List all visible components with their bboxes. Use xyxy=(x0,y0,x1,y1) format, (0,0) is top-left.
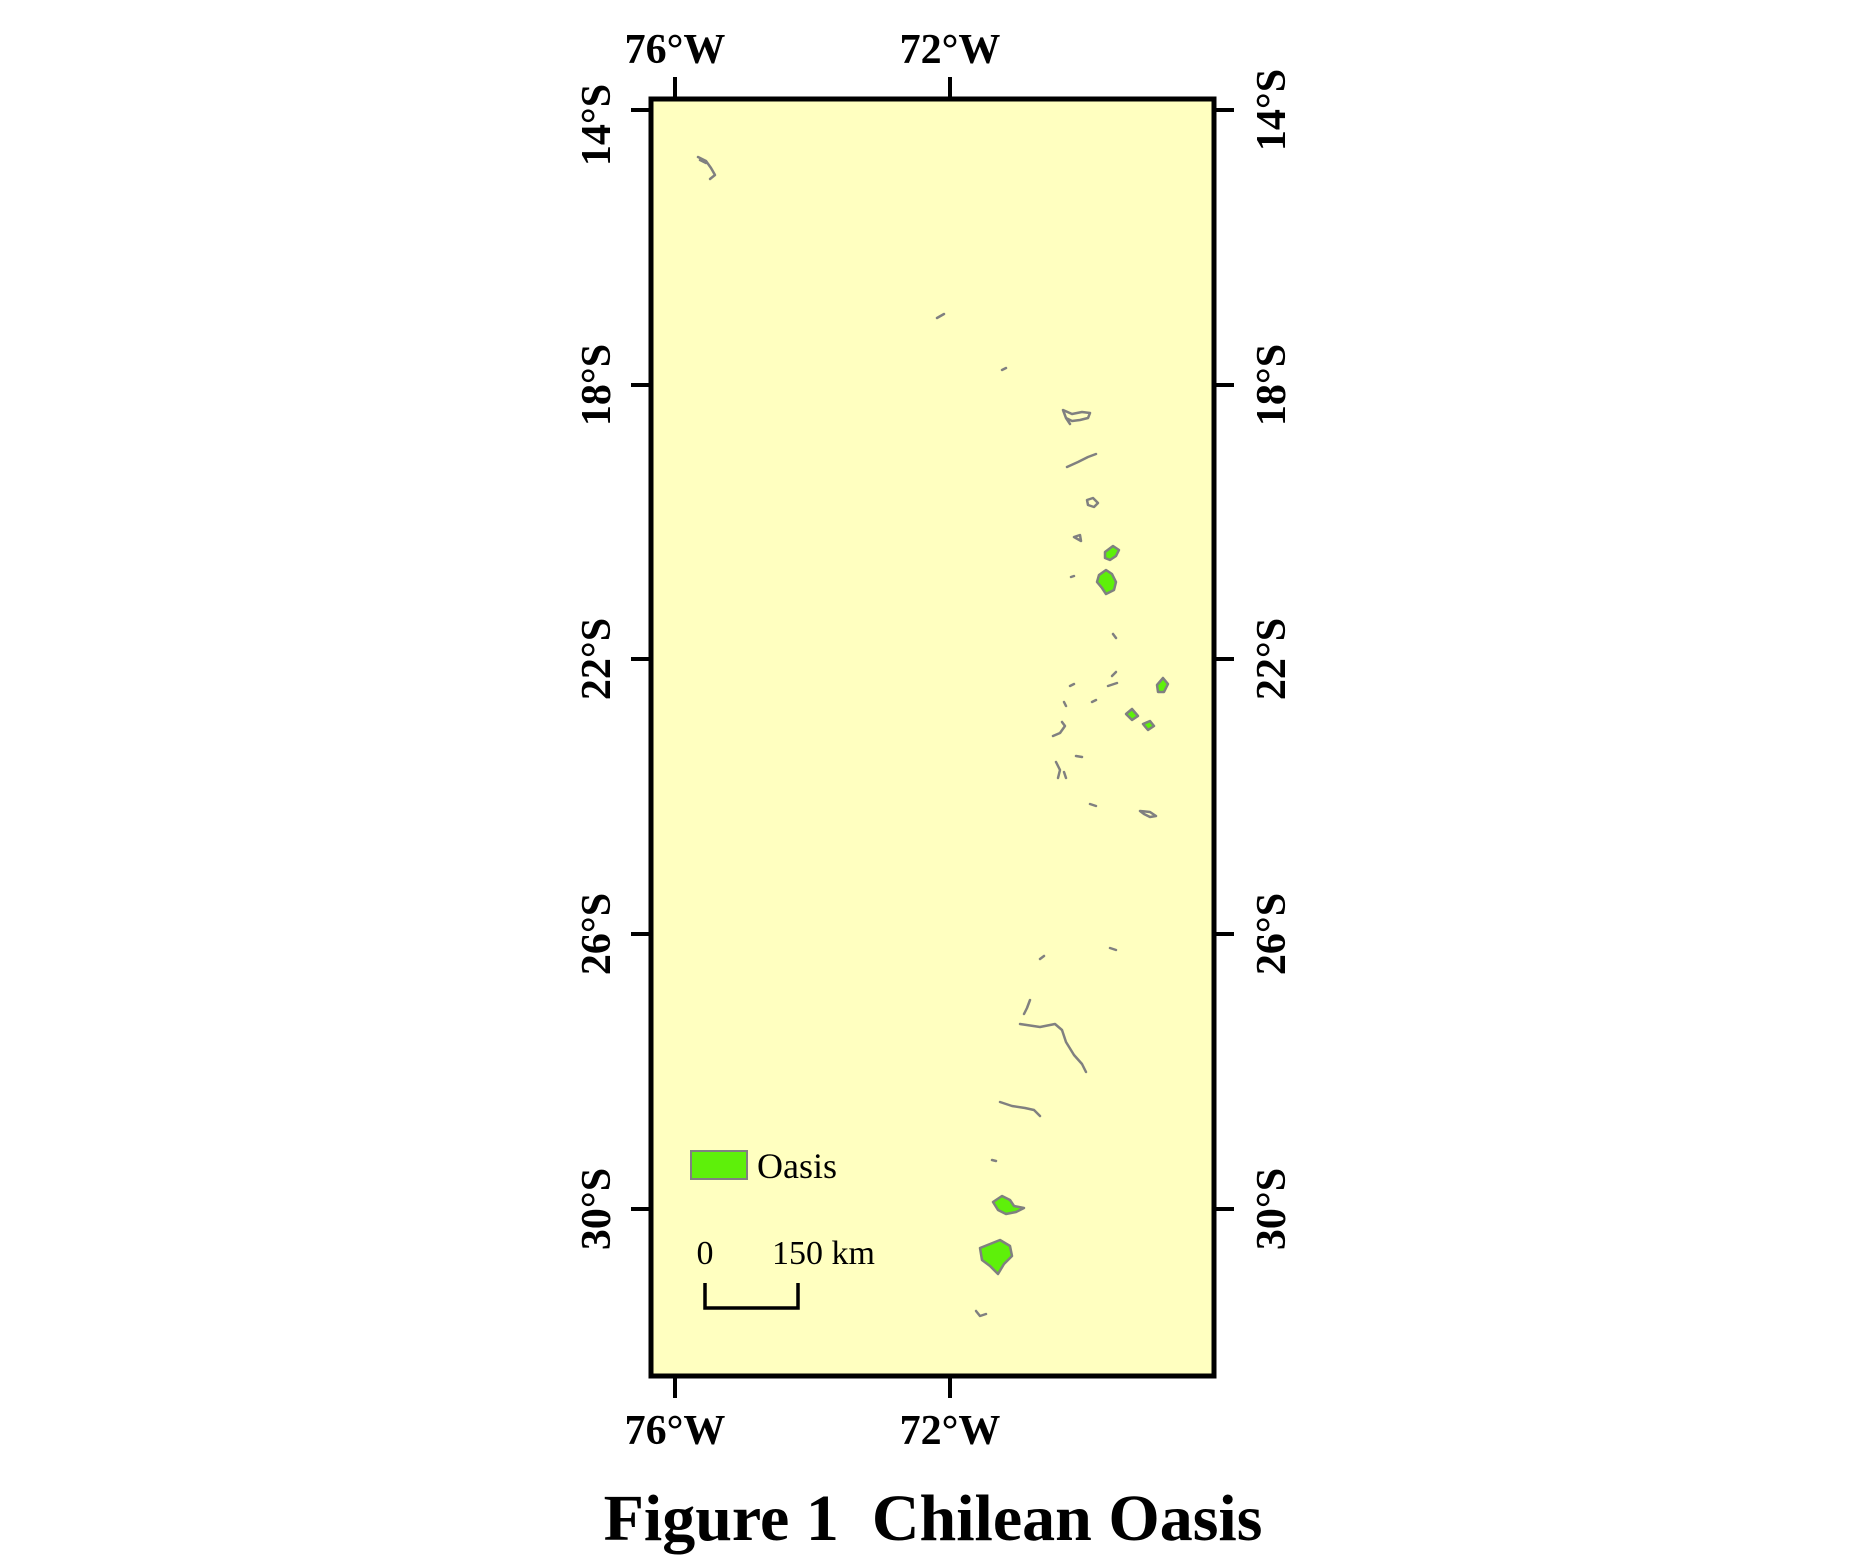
feature-22s-d xyxy=(1051,720,1067,738)
figure-caption: Figure 1 Chilean Oasis xyxy=(604,1482,1263,1555)
lon-label-top-76w: 76°W xyxy=(625,27,726,73)
longitude-ticks xyxy=(673,77,952,1398)
feature-22s-b xyxy=(1090,698,1098,704)
lat-label-left-18s: 18°S xyxy=(574,344,620,426)
oasis-patch-6 xyxy=(991,1194,1026,1216)
feature-26s-a xyxy=(1038,954,1046,961)
feature-28s xyxy=(998,1100,1042,1118)
scale-bar-start-label: 0 xyxy=(697,1235,714,1272)
feature-small-b xyxy=(1000,366,1008,372)
feature-26s-river xyxy=(1018,998,1088,1074)
oasis-patch-1 xyxy=(1103,544,1121,562)
legend: Oasis xyxy=(690,1146,837,1186)
scale-bar-end-label: 150 km xyxy=(772,1235,875,1272)
lat-label-right-30s: 30°S xyxy=(1249,1168,1295,1250)
oasis-patch-2 xyxy=(1095,568,1118,596)
feature-18s-north xyxy=(1061,408,1092,426)
feature-small-g xyxy=(990,1158,998,1163)
feature-26s-b xyxy=(1108,946,1118,952)
map-frame xyxy=(648,96,1217,1379)
lon-label-top-72w: 72°W xyxy=(900,27,1001,73)
lon-label-bottom-76w: 76°W xyxy=(625,1408,726,1454)
oasis-features xyxy=(696,155,1158,1318)
feature-22s-h xyxy=(1138,809,1158,819)
feature-small-a xyxy=(935,312,946,320)
scale-bar-line xyxy=(703,1283,800,1310)
feature-22s-a xyxy=(1106,670,1119,688)
oasis-patch-3 xyxy=(1155,676,1170,694)
feature-22s-f xyxy=(1074,754,1084,759)
lat-label-right-14s: 14°S xyxy=(1249,69,1295,151)
lat-label-left-30s: 30°S xyxy=(574,1168,620,1250)
feature-small-d xyxy=(1072,533,1083,543)
feature-small-c xyxy=(1085,496,1100,509)
lat-label-right-18s: 18°S xyxy=(1249,344,1295,426)
latitude-ticks xyxy=(631,108,1234,1211)
feature-small-h xyxy=(974,1309,988,1318)
oasis-patch-4 xyxy=(1124,707,1140,722)
feature-small-e xyxy=(1069,574,1076,579)
scale-bar: 0 150 km xyxy=(697,1235,875,1310)
lat-label-left-22s: 22°S xyxy=(574,618,620,700)
legend-label: Oasis xyxy=(757,1146,837,1186)
feature-22s-g xyxy=(1088,802,1098,808)
oasis-patch-5 xyxy=(1141,719,1156,732)
lat-label-right-22s: 22°S xyxy=(1249,618,1295,700)
legend-swatch xyxy=(690,1150,748,1180)
oasis-patch-7 xyxy=(978,1238,1014,1276)
feature-22s-e xyxy=(1054,760,1068,780)
feature-north-coast xyxy=(696,155,717,181)
lon-label-bottom-72w: 72°W xyxy=(900,1408,1001,1454)
feature-18s-curve xyxy=(1065,452,1098,469)
map-background xyxy=(651,99,1214,1376)
feature-small-f xyxy=(1111,632,1118,640)
lat-label-right-26s: 26°S xyxy=(1249,893,1295,975)
feature-22s-c xyxy=(1062,682,1076,708)
oasis-patches xyxy=(978,544,1170,1276)
lat-label-left-26s: 26°S xyxy=(574,893,620,975)
lat-label-left-14s: 14°S xyxy=(574,84,620,166)
